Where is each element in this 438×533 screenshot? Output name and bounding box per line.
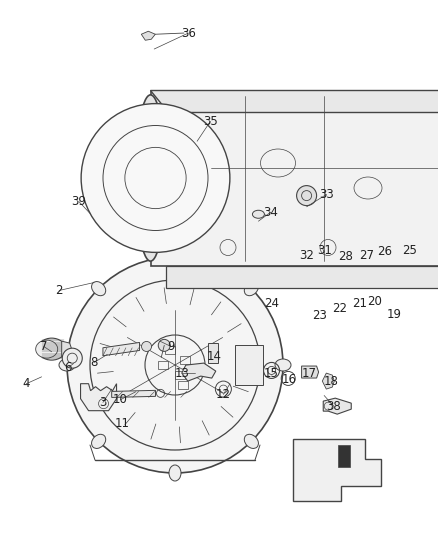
Ellipse shape bbox=[92, 434, 106, 448]
Text: 32: 32 bbox=[299, 249, 314, 262]
Text: 34: 34 bbox=[263, 206, 278, 219]
Text: 2: 2 bbox=[55, 284, 63, 297]
Text: 21: 21 bbox=[352, 297, 367, 310]
Bar bbox=[175, 371, 185, 379]
Polygon shape bbox=[103, 342, 140, 356]
Polygon shape bbox=[141, 31, 155, 41]
Text: 27: 27 bbox=[359, 249, 374, 262]
Text: 33: 33 bbox=[319, 188, 334, 201]
Ellipse shape bbox=[35, 340, 58, 358]
Ellipse shape bbox=[244, 281, 258, 296]
Text: 12: 12 bbox=[216, 388, 231, 401]
Text: 36: 36 bbox=[181, 27, 196, 39]
Text: 9: 9 bbox=[167, 340, 175, 353]
Bar bbox=[208, 343, 218, 363]
Polygon shape bbox=[322, 373, 334, 389]
Ellipse shape bbox=[59, 359, 75, 371]
Text: 28: 28 bbox=[339, 251, 353, 263]
Polygon shape bbox=[182, 363, 216, 381]
Text: 7: 7 bbox=[40, 340, 48, 353]
Polygon shape bbox=[151, 91, 438, 112]
Text: 17: 17 bbox=[301, 367, 316, 379]
Ellipse shape bbox=[81, 103, 230, 252]
Bar bbox=[178, 381, 188, 389]
Ellipse shape bbox=[169, 465, 181, 481]
Text: 8: 8 bbox=[91, 356, 98, 369]
Ellipse shape bbox=[275, 359, 291, 371]
Text: 13: 13 bbox=[174, 367, 189, 379]
Polygon shape bbox=[323, 398, 351, 414]
Bar bbox=[235, 345, 263, 385]
Bar bbox=[180, 356, 190, 364]
Polygon shape bbox=[151, 91, 438, 265]
Bar bbox=[158, 361, 168, 369]
Text: 19: 19 bbox=[387, 308, 402, 321]
Ellipse shape bbox=[169, 249, 181, 265]
Text: 22: 22 bbox=[332, 302, 347, 314]
Text: 31: 31 bbox=[317, 244, 332, 257]
Text: 26: 26 bbox=[377, 245, 392, 258]
Polygon shape bbox=[62, 341, 72, 357]
Text: 35: 35 bbox=[203, 115, 218, 128]
Ellipse shape bbox=[252, 210, 265, 219]
Polygon shape bbox=[81, 384, 117, 411]
Circle shape bbox=[141, 342, 152, 351]
Circle shape bbox=[158, 340, 170, 351]
Text: 15: 15 bbox=[264, 367, 279, 379]
Ellipse shape bbox=[62, 348, 82, 368]
Text: 23: 23 bbox=[312, 309, 327, 322]
Text: 11: 11 bbox=[115, 417, 130, 430]
Circle shape bbox=[297, 185, 317, 206]
Text: 38: 38 bbox=[326, 400, 341, 413]
Polygon shape bbox=[293, 439, 381, 501]
Polygon shape bbox=[302, 366, 318, 378]
Text: 39: 39 bbox=[71, 195, 86, 208]
Polygon shape bbox=[112, 390, 155, 398]
Polygon shape bbox=[338, 445, 350, 467]
Text: 16: 16 bbox=[282, 373, 297, 386]
Ellipse shape bbox=[139, 112, 162, 244]
Text: 24: 24 bbox=[264, 297, 279, 310]
Bar bbox=[165, 346, 175, 354]
Text: 4: 4 bbox=[22, 377, 30, 390]
Text: 18: 18 bbox=[323, 375, 338, 387]
Text: 10: 10 bbox=[113, 393, 128, 406]
Ellipse shape bbox=[135, 95, 166, 261]
Text: 14: 14 bbox=[207, 350, 222, 362]
Text: 25: 25 bbox=[402, 244, 417, 257]
Ellipse shape bbox=[38, 338, 66, 360]
Text: 20: 20 bbox=[367, 295, 382, 308]
Ellipse shape bbox=[67, 257, 283, 473]
Text: 6: 6 bbox=[64, 361, 72, 374]
Text: 3: 3 bbox=[99, 396, 106, 409]
Ellipse shape bbox=[244, 434, 258, 448]
Ellipse shape bbox=[92, 281, 106, 296]
Polygon shape bbox=[166, 265, 438, 287]
